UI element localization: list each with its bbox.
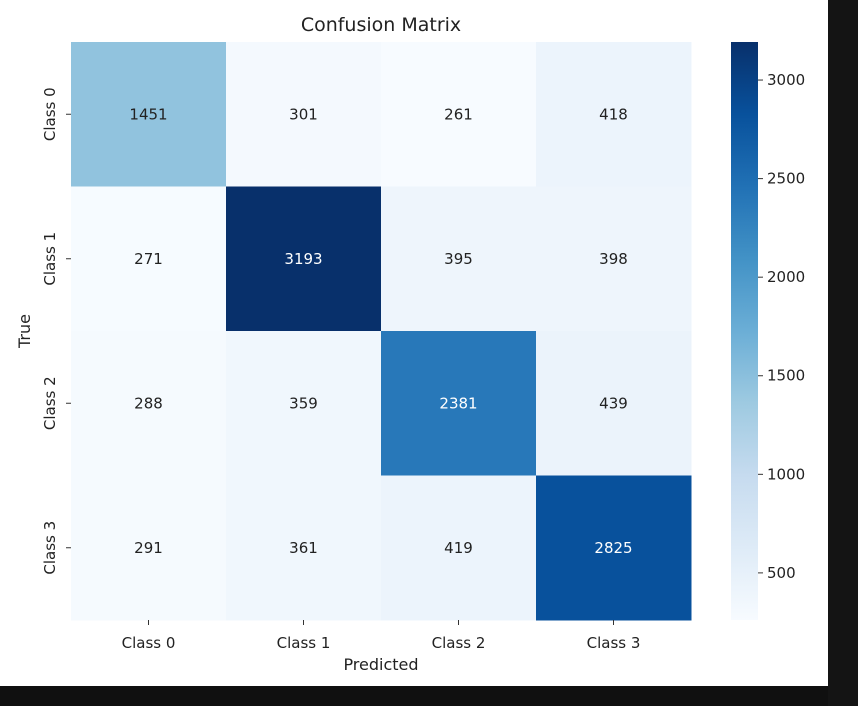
y-axis-label: True — [15, 314, 34, 349]
heatmap-cell — [536, 331, 692, 476]
heatmap-cell — [536, 186, 692, 332]
heatmap-cell — [536, 42, 692, 187]
colorbar-tick-label: 3000 — [767, 71, 805, 89]
cell-value-label: 361 — [289, 539, 318, 557]
y-axis-ticks: Class 0 Class 1 Class 2 Class 3 — [41, 87, 71, 575]
y-tick-label: Class 3 — [41, 521, 59, 575]
colorbar-tick-label: 2000 — [767, 268, 805, 286]
x-tick-label: Class 3 — [587, 634, 641, 652]
x-axis-ticks: Class 0 Class 1 Class 2 Class 3 — [122, 620, 641, 652]
cell-value-label: 291 — [134, 539, 163, 557]
cell-value-label: 359 — [289, 394, 318, 412]
x-tick-label: Class 2 — [432, 634, 486, 652]
cell-value-label: 439 — [599, 394, 628, 412]
cell-value-label: 2825 — [594, 539, 632, 557]
heatmap-cell — [381, 42, 537, 187]
cell-value-label: 398 — [599, 250, 628, 268]
heatmap-cell — [71, 475, 227, 621]
screen-edge-bottom — [0, 686, 858, 706]
cell-value-label: 301 — [289, 105, 318, 123]
cell-value-label: 3193 — [284, 250, 322, 268]
colorbar-ticks: 500 1000 1500 2000 2500 3000 — [758, 71, 805, 582]
heatmap-cell — [71, 42, 227, 187]
cell-value-label: 2381 — [439, 394, 477, 412]
cell-value-label: 1451 — [129, 105, 167, 123]
heatmap-cell — [226, 186, 382, 332]
x-tick-label: Class 1 — [277, 634, 331, 652]
colorbar — [731, 42, 758, 620]
heatmap-cell — [71, 331, 227, 476]
cell-value-label: 419 — [444, 539, 473, 557]
colorbar-tick-label: 2500 — [767, 170, 805, 188]
cell-value-label: 271 — [134, 250, 163, 268]
cell-value-label: 418 — [599, 105, 628, 123]
figure-canvas: Confusion Matrix 1451 301 261 418 271 3193 395… — [0, 0, 828, 686]
confusion-matrix-chart: Confusion Matrix 1451 301 261 418 271 3193 395… — [15, 14, 805, 674]
cell-value-label: 288 — [134, 394, 163, 412]
heatmap-cell — [71, 186, 227, 332]
heatmap-cell — [226, 475, 382, 621]
cell-value-label: 261 — [444, 105, 473, 123]
heatmap-cell — [381, 331, 537, 476]
colorbar-tick-label: 500 — [767, 564, 796, 582]
x-tick-label: Class 0 — [122, 634, 176, 652]
chart-title: Confusion Matrix — [301, 14, 461, 36]
y-tick-label: Class 0 — [41, 87, 59, 141]
colorbar-tick-label: 1000 — [767, 465, 805, 483]
heatmap-cell-labels: 1451 301 261 418 271 3193 395 398 288 359 2381 439 2… — [129, 105, 632, 557]
y-tick-label: Class 2 — [41, 376, 59, 430]
screen-edge-right — [828, 0, 858, 706]
cell-value-label: 395 — [444, 250, 473, 268]
heatmap-cell — [226, 331, 382, 476]
x-axis-label: Predicted — [343, 655, 418, 674]
heatmap-cell — [381, 186, 537, 332]
heatmap-cell — [226, 42, 382, 187]
y-tick-label: Class 1 — [41, 232, 59, 286]
heatmap-cell — [536, 475, 692, 621]
colorbar-tick-label: 1500 — [767, 367, 805, 385]
heatmap-cell — [381, 475, 537, 621]
heatmap-cells — [71, 42, 692, 621]
